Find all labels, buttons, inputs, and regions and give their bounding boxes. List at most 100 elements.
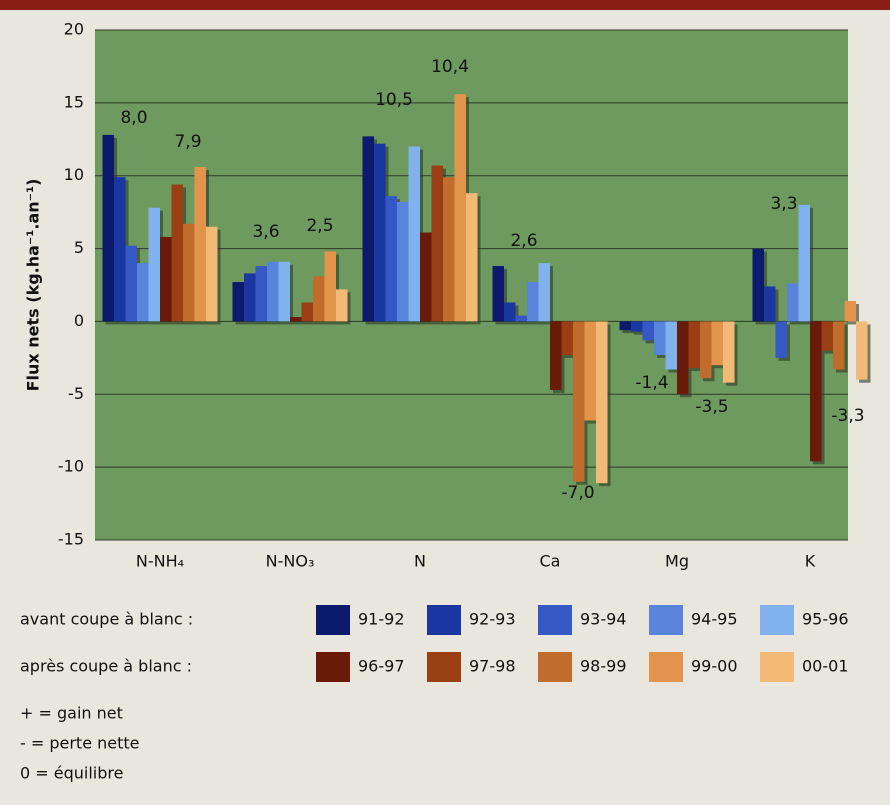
legend-swatch [316, 652, 350, 682]
bar [642, 321, 654, 341]
bar [290, 317, 302, 322]
bar [148, 207, 160, 322]
y-tick-label: 0 [74, 311, 84, 330]
bar [527, 282, 539, 322]
bar [787, 283, 799, 322]
bar [385, 196, 397, 322]
x-tick-label: N-NO₃ [266, 552, 315, 571]
bar [492, 266, 504, 322]
annotation: -3,5 [695, 397, 728, 417]
legend-label: 95-96 [802, 610, 849, 629]
y-tick-label: -15 [58, 530, 84, 549]
legend-label: 91-92 [358, 610, 405, 629]
note: + = gain net [20, 704, 123, 723]
legend-label: 98-99 [580, 657, 627, 676]
bar [654, 321, 666, 355]
legend-label: 94-95 [691, 610, 738, 629]
legend-swatch [649, 652, 683, 682]
legend-swatch [760, 652, 794, 682]
bar [711, 321, 723, 366]
legend-swatch [316, 605, 350, 635]
bar [677, 321, 689, 395]
bar [125, 245, 137, 322]
bar [700, 321, 712, 379]
bar [764, 286, 776, 322]
bar [561, 321, 573, 355]
bar [137, 263, 149, 322]
note: - = perte nette [20, 734, 140, 753]
bar [504, 302, 516, 322]
bar [821, 321, 833, 351]
bar [206, 226, 218, 322]
y-axis-label: Flux nets (kg.ha⁻¹.an⁻¹) [24, 179, 43, 392]
bar [584, 321, 596, 421]
y-tick-label: -10 [58, 457, 84, 476]
annotation: 10,4 [431, 57, 469, 77]
bar [267, 261, 279, 322]
bar [244, 273, 256, 322]
annotation: -7,0 [561, 483, 594, 503]
annotation: 10,5 [375, 90, 413, 110]
bar [431, 165, 443, 322]
bar [278, 261, 290, 322]
legend-swatch [538, 652, 572, 682]
bar [665, 321, 677, 370]
bar [232, 282, 244, 322]
bar [550, 321, 562, 390]
legend-group-label: après coupe à blanc : [20, 657, 192, 676]
x-tick-label: N-NH₄ [136, 552, 184, 571]
legend-label: 93-94 [580, 610, 627, 629]
bar [752, 248, 764, 322]
bar [102, 134, 114, 322]
bar [160, 236, 172, 322]
bar [844, 301, 856, 322]
bar [454, 94, 466, 322]
legend-swatch [538, 605, 572, 635]
bar [619, 321, 631, 331]
annotation: 7,9 [174, 132, 201, 152]
bar [573, 321, 585, 482]
annotation: 3,6 [252, 222, 279, 242]
legend-swatch [760, 605, 794, 635]
annotation: 2,5 [306, 216, 333, 236]
bar [596, 321, 608, 484]
bar [688, 321, 700, 369]
bar [466, 193, 478, 322]
top-strip [0, 0, 890, 10]
bar [420, 232, 432, 322]
bar [336, 289, 348, 322]
x-tick-label: N [414, 552, 426, 571]
bar [798, 204, 810, 322]
y-tick-label: 5 [74, 238, 84, 257]
y-tick-label: -5 [68, 384, 84, 403]
x-tick-label: Ca [540, 552, 561, 571]
x-tick-label: K [805, 552, 816, 571]
y-tick-label: 20 [64, 20, 84, 39]
y-tick-label: 15 [64, 92, 84, 111]
bar [723, 321, 735, 383]
bar [833, 321, 845, 370]
bar [194, 166, 206, 322]
legend-swatch [427, 652, 461, 682]
legend-swatch [427, 605, 461, 635]
legend-label: 92-93 [469, 610, 516, 629]
bar [374, 143, 386, 322]
bar [313, 276, 325, 322]
bar-shadow [518, 318, 530, 325]
bar-shadow [293, 320, 305, 325]
bar [183, 223, 195, 322]
bar [810, 321, 822, 462]
bar [775, 321, 787, 358]
legend-swatch [649, 605, 683, 635]
bar [397, 201, 409, 322]
bar [301, 302, 313, 322]
bar [114, 177, 126, 322]
legend-group-label: avant coupe à blanc : [20, 610, 193, 629]
y-tick-label: 10 [64, 165, 84, 184]
bar [515, 315, 527, 322]
legend-label: 00-01 [802, 657, 849, 676]
bar [631, 321, 643, 332]
bar [362, 136, 374, 322]
annotation: 3,3 [770, 194, 797, 214]
